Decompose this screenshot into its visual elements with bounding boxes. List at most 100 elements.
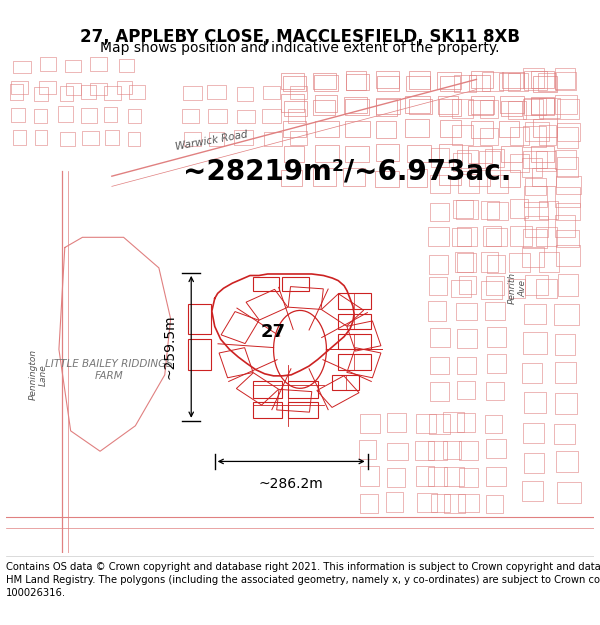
Bar — [524, 202, 548, 220]
Bar — [440, 76, 460, 91]
Bar — [315, 144, 339, 162]
Bar — [376, 144, 399, 161]
Bar — [387, 413, 406, 432]
Bar — [376, 121, 396, 138]
Bar — [538, 73, 556, 91]
Bar — [469, 146, 492, 162]
Bar — [234, 131, 253, 146]
Bar — [332, 375, 359, 390]
Text: LITTLE BAILEY RIDDINGS
FARM: LITTLE BAILEY RIDDINGS FARM — [45, 359, 173, 381]
Bar — [262, 109, 281, 123]
Bar — [539, 125, 556, 144]
Bar — [129, 84, 145, 99]
Bar — [415, 441, 434, 461]
Bar — [554, 362, 576, 384]
Bar — [430, 328, 451, 347]
Bar — [116, 81, 132, 94]
Bar — [555, 392, 577, 414]
Text: Penrith
Ave: Penrith Ave — [508, 272, 527, 304]
Bar — [338, 293, 371, 309]
Bar — [283, 121, 307, 137]
Bar — [530, 98, 554, 115]
Bar — [554, 96, 577, 114]
Bar — [345, 121, 370, 136]
Bar — [486, 276, 504, 296]
Bar — [236, 87, 253, 101]
Bar — [128, 109, 141, 123]
Bar — [90, 82, 107, 95]
Bar — [454, 75, 476, 92]
Bar — [481, 127, 499, 145]
Bar — [481, 281, 502, 299]
Bar — [459, 441, 478, 460]
Bar — [343, 168, 365, 186]
Bar — [557, 123, 580, 141]
Bar — [554, 304, 578, 325]
Bar — [499, 121, 520, 138]
Bar — [386, 492, 403, 512]
Bar — [431, 494, 450, 512]
Bar — [485, 415, 502, 434]
Bar — [128, 132, 140, 146]
Bar — [360, 414, 380, 432]
Bar — [428, 227, 449, 246]
Bar — [104, 130, 119, 145]
Bar — [486, 467, 506, 486]
Bar — [387, 442, 408, 460]
Bar — [439, 99, 461, 116]
Bar — [536, 227, 557, 246]
Bar — [455, 253, 473, 272]
Bar — [523, 68, 544, 88]
Bar — [430, 357, 449, 374]
Bar — [417, 493, 437, 512]
Bar — [253, 402, 283, 418]
Bar — [453, 201, 473, 218]
Bar — [445, 494, 465, 512]
Bar — [314, 76, 338, 91]
Bar — [456, 302, 477, 321]
Bar — [539, 201, 557, 219]
Bar — [34, 87, 49, 101]
Bar — [209, 132, 224, 146]
Bar — [471, 96, 494, 114]
Text: ~259.5m: ~259.5m — [163, 314, 176, 379]
Bar — [452, 99, 473, 118]
Bar — [443, 441, 461, 459]
Bar — [13, 61, 31, 72]
Bar — [557, 99, 579, 119]
Bar — [458, 174, 479, 192]
Bar — [458, 494, 479, 512]
Bar — [263, 132, 282, 146]
Bar — [554, 424, 575, 444]
Bar — [263, 86, 280, 99]
Bar — [459, 276, 476, 294]
Bar — [499, 73, 520, 90]
Bar — [430, 176, 450, 193]
Bar — [11, 81, 28, 94]
Bar — [481, 201, 499, 219]
Bar — [525, 216, 548, 237]
Bar — [119, 59, 134, 72]
Bar — [500, 169, 520, 187]
Bar — [554, 334, 575, 355]
Bar — [459, 468, 478, 487]
Bar — [437, 72, 461, 89]
Bar — [457, 381, 475, 399]
Bar — [405, 96, 430, 113]
Bar — [182, 109, 199, 124]
Bar — [457, 200, 478, 219]
Bar — [386, 468, 405, 487]
Bar — [428, 301, 446, 321]
Text: 27, APPLEBY CLOSE, MACCLESFIELD, SK11 8XB: 27, APPLEBY CLOSE, MACCLESFIELD, SK11 8X… — [80, 28, 520, 46]
Bar — [338, 354, 371, 370]
Bar — [284, 101, 307, 116]
Bar — [237, 110, 256, 123]
Text: 27: 27 — [261, 322, 286, 341]
Bar — [469, 75, 490, 91]
Bar — [409, 99, 431, 114]
Bar — [555, 187, 580, 208]
Bar — [557, 127, 578, 148]
Bar — [39, 81, 56, 94]
Bar — [536, 151, 556, 171]
Bar — [533, 119, 557, 137]
